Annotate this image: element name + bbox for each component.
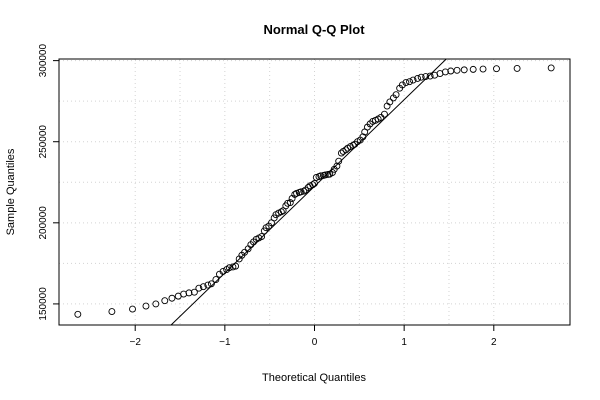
data-point xyxy=(426,72,434,80)
y-axis: 150000 200000 250000 300000 xyxy=(38,44,59,321)
data-point xyxy=(219,268,227,275)
data-point xyxy=(293,189,301,197)
y-tick-label: 200000 xyxy=(38,206,49,240)
data-point xyxy=(335,157,343,165)
data-point xyxy=(161,297,169,305)
data-point xyxy=(321,171,329,179)
y-tick-label: 150000 xyxy=(38,287,49,321)
x-tick-label: 1 xyxy=(401,337,407,348)
x-tick-label: −1 xyxy=(219,337,231,348)
data-point xyxy=(349,141,357,149)
data-point xyxy=(185,289,193,297)
data-point xyxy=(270,214,278,222)
data-point xyxy=(204,281,212,289)
data-point xyxy=(195,284,203,292)
data-point xyxy=(152,300,160,308)
data-point xyxy=(547,64,555,72)
data-point xyxy=(180,290,188,298)
data-point xyxy=(417,73,425,81)
data-point xyxy=(129,305,136,313)
data-point xyxy=(493,65,500,73)
data-point xyxy=(199,283,207,291)
data-point xyxy=(398,81,406,89)
data-point xyxy=(333,162,341,170)
data-point xyxy=(342,146,350,154)
data-point xyxy=(108,308,116,315)
data-point xyxy=(241,248,249,256)
data-point xyxy=(359,133,367,141)
x-tick-label: 0 xyxy=(312,337,318,348)
data-point xyxy=(422,73,430,80)
y-tick-label: 300000 xyxy=(38,44,49,78)
data-point xyxy=(441,68,449,76)
data-point xyxy=(258,233,266,241)
data-point xyxy=(337,149,345,157)
data-point xyxy=(312,173,320,181)
data-point xyxy=(190,288,198,296)
data-point xyxy=(409,76,417,84)
y-axis-label: Sample Quantiles xyxy=(5,148,17,235)
data-point xyxy=(513,64,521,72)
data-point xyxy=(297,188,305,196)
data-point xyxy=(317,172,325,180)
data-point xyxy=(469,65,477,73)
chart-title: Normal Q-Q Plot xyxy=(263,22,365,37)
data-point xyxy=(212,276,220,284)
data-point xyxy=(309,181,317,189)
data-point xyxy=(380,110,388,118)
data-point xyxy=(291,190,299,198)
data-point xyxy=(406,78,413,86)
data-point xyxy=(286,199,294,206)
data-point xyxy=(284,199,292,207)
data-point xyxy=(386,98,394,106)
data-point xyxy=(207,280,215,288)
data-point xyxy=(453,66,461,74)
data-point xyxy=(479,65,487,73)
x-axis-label: Theoretical Quantiles xyxy=(262,372,366,384)
x-tick-label: −2 xyxy=(129,337,141,348)
sample-points xyxy=(74,64,555,318)
data-point xyxy=(300,187,308,195)
data-point xyxy=(402,79,410,86)
data-point xyxy=(229,263,237,271)
data-point xyxy=(392,91,400,99)
grid xyxy=(59,59,570,325)
qq-reference-line xyxy=(170,58,447,326)
data-point xyxy=(225,264,233,272)
data-point xyxy=(142,302,150,310)
data-point xyxy=(232,262,240,270)
data-point xyxy=(328,169,336,176)
data-point xyxy=(311,179,318,187)
data-point xyxy=(460,66,468,74)
data-point xyxy=(277,208,285,216)
x-axis: −2 −1 0 1 2 xyxy=(129,325,497,348)
data-point xyxy=(414,75,422,82)
x-tick-label: 2 xyxy=(491,337,497,348)
y-tick-label: 250000 xyxy=(38,125,49,159)
data-point xyxy=(168,294,176,302)
data-point xyxy=(260,227,268,235)
data-point xyxy=(74,310,82,318)
plot-frame xyxy=(58,58,571,326)
